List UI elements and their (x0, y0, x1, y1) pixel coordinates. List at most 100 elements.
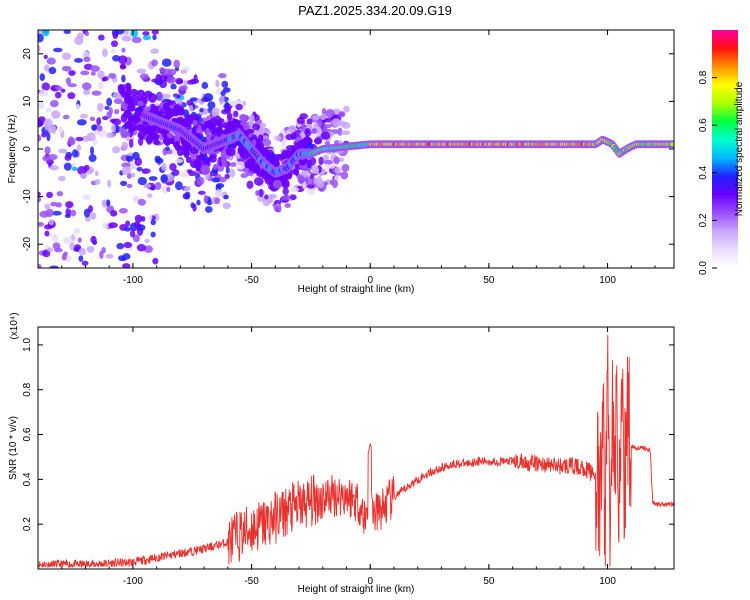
spectrogram-cell (97, 70, 105, 79)
spectrogram-ylabel: Frequency (Hz) (7, 115, 18, 184)
spectrogram-cell (135, 124, 145, 131)
spectrogram-cell (144, 90, 153, 99)
spectrogram-cell (132, 234, 140, 243)
spectrogram-cell (174, 140, 181, 151)
spectrogram-cell (277, 204, 282, 213)
x-tick-label: 0 (367, 275, 373, 286)
spectrogram-cell (120, 64, 126, 70)
spectrogram-cell (316, 126, 322, 134)
spectrogram-cell (229, 168, 235, 178)
spectrogram-cell (285, 149, 291, 159)
spectrogram-cell (129, 88, 139, 97)
chart-title: PAZ1.2025.334.20.09.G19 (298, 3, 452, 18)
spectrogram-cell (325, 117, 332, 123)
y-tick-label: 20 (22, 48, 33, 60)
spectrogram-cell (152, 34, 157, 41)
spectrogram-cell (106, 97, 113, 107)
spectrogram-cell (311, 128, 318, 134)
spectrogram-cell (101, 246, 106, 254)
spectrogram-cell (221, 162, 227, 167)
spectrogram-cell (38, 45, 41, 53)
spectrogram-cell (118, 55, 128, 65)
spectrogram-cell (71, 149, 79, 158)
spectrogram-cell (98, 81, 104, 90)
spectrogram-cell (275, 135, 282, 142)
spectrogram-cell (47, 247, 54, 252)
spectrogram-cell (157, 92, 163, 101)
colorbar-tick-label: 0.6 (698, 118, 709, 132)
spectrogram-cell (101, 77, 107, 82)
spectrogram-cell (193, 74, 198, 82)
spectrogram-cell (208, 155, 217, 163)
spectrogram-cell (161, 93, 171, 99)
spectrogram-cell (77, 166, 88, 175)
spectrogram-cell (180, 69, 187, 74)
snr-ylabel: SNR (10 * v/v) (8, 416, 19, 480)
spectrogram-cell (322, 155, 329, 162)
spectrogram-cell (324, 123, 333, 129)
spectrogram-cell (67, 83, 77, 88)
spectrogram-cell (107, 222, 118, 229)
spectrogram-cell (152, 257, 159, 265)
spectrogram-cell (139, 73, 149, 80)
y-tick-label: -20 (22, 237, 33, 252)
spectrogram-cell (175, 158, 184, 164)
y-tick-label: 0 (22, 146, 33, 152)
spectrogram-cell (138, 134, 144, 140)
spectrogram-cell (319, 114, 327, 121)
spectrogram-cell (221, 80, 229, 88)
spectrogram-cell (89, 65, 100, 72)
spectrogram-cell (80, 70, 90, 76)
spectrogram-cell (45, 208, 54, 218)
spectrogram-cell (160, 174, 169, 183)
spectrogram-cell (176, 94, 181, 99)
spectrogram-cell (90, 146, 95, 156)
spectrogram-cell (242, 100, 247, 106)
spectrogram-cell (182, 145, 191, 152)
spectrogram-cell (323, 159, 333, 165)
spectrogram-cell (105, 253, 114, 259)
spectrogram-cell (123, 122, 134, 128)
spectrogram-cell (61, 52, 72, 61)
spectrogram-cell (218, 73, 227, 79)
spectrogram-cell (65, 77, 72, 85)
spectrogram-cell (166, 132, 174, 139)
spectrogram-cell (78, 247, 87, 256)
colorbar: 0.0 0.2 0.4 0.6 0.8 Normalized spectral ampl… (698, 30, 745, 275)
spectrogram-cell (338, 111, 346, 118)
spectrogram-cell (221, 109, 229, 115)
spectrogram-cell (38, 263, 42, 268)
spectrogram-xlabel: Height of straight line (km) (298, 284, 415, 295)
spectrogram-cell (137, 100, 145, 107)
spectrogram-cell (159, 67, 165, 73)
spectrogram-cell (203, 93, 214, 102)
spectrogram-cell (147, 193, 153, 198)
x-tick-label: -50 (244, 576, 259, 587)
spectrogram-cell (333, 156, 340, 165)
spectrogram-cell (121, 47, 126, 53)
spectrogram-cell (167, 100, 175, 106)
spectrogram-cell (281, 195, 291, 201)
spectrogram-cell (309, 174, 315, 179)
spectrogram-cell (41, 82, 50, 91)
spectrogram-cell (203, 108, 209, 115)
spectrogram-cell (284, 203, 291, 208)
spectrogram-cell (130, 30, 139, 38)
spectrogram-cell (224, 173, 230, 179)
spectrogram-cell (106, 132, 115, 139)
spectrogram-cell (96, 117, 102, 126)
spectrogram-cell (170, 83, 177, 90)
spectrogram-cell (294, 168, 300, 176)
spectrogram-cell (252, 123, 260, 131)
spectrogram-cell (106, 111, 112, 119)
spectrogram-cell (150, 231, 156, 238)
spectrogram-cell (125, 155, 131, 162)
spectrogram-cell (127, 103, 132, 113)
spectrogram-cell (136, 68, 147, 74)
spectrogram-cell (186, 169, 193, 174)
spectrogram-cell (289, 186, 300, 193)
spectrogram-cell (178, 85, 188, 91)
spectrogram-cell (151, 30, 159, 35)
spectrogram-cell (110, 40, 119, 48)
spectrogram-cell (150, 219, 156, 226)
